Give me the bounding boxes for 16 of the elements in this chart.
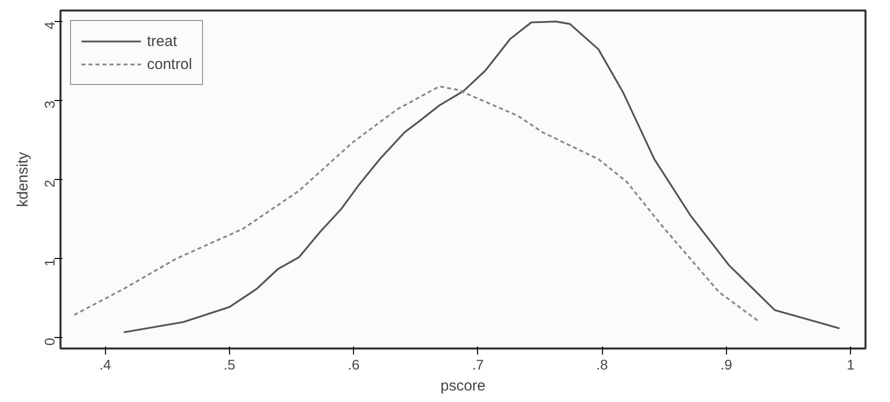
x-tick-label: .7 [472,356,484,372]
x-tick-label: .5 [224,356,236,372]
y-tick-label: 4 [42,21,58,30]
legend-label: treat [147,32,178,50]
x-tick-label: 1 [846,356,855,372]
x-axis-title: pscore [440,378,486,394]
x-tick-label: .9 [720,356,732,372]
y-tick-label: 0 [42,338,58,346]
y-tick-label: 1 [42,258,58,267]
x-tick-label: .6 [348,356,360,372]
y-axis-title: kdensity [14,151,32,208]
y-tick-label: 2 [42,179,58,188]
y-tick-label: 3 [42,100,58,108]
legend-label: control [147,56,192,72]
x-tick-label: .8 [596,356,608,372]
x-tick-label: .4 [99,356,112,372]
